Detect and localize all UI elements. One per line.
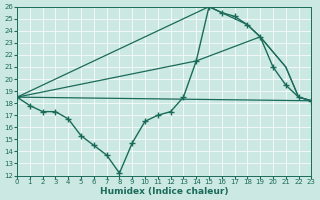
X-axis label: Humidex (Indice chaleur): Humidex (Indice chaleur) [100, 187, 228, 196]
